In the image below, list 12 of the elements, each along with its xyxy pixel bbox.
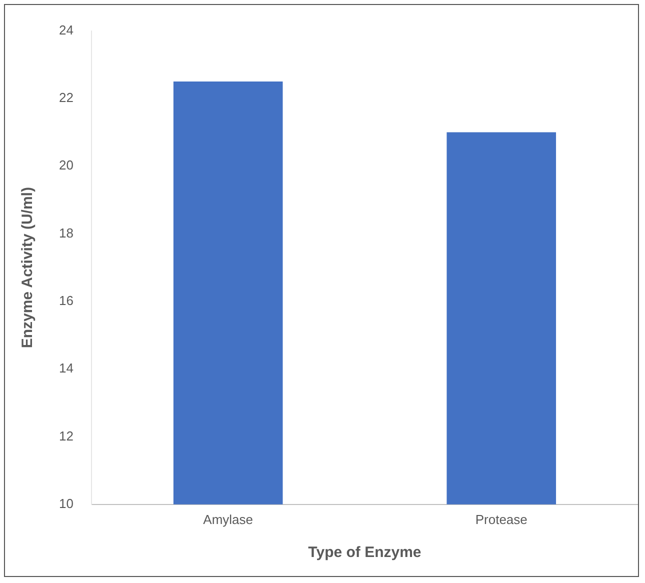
y-tick-label: 12 [58, 428, 74, 444]
x-tick-label: Amylase [203, 512, 254, 527]
x-tick-label: Protease [475, 512, 528, 527]
x-axis-title: Type of Enzyme [308, 544, 422, 562]
y-tick-label: 20 [58, 158, 74, 173]
y-tick-label: 14 [58, 360, 74, 376]
y-tick-label: 22 [58, 90, 74, 106]
y-tick-label: 18 [58, 225, 74, 240]
y-tick-label: 10 [58, 496, 74, 511]
y-tick-label: 24 [58, 22, 74, 38]
y-tick-label: 16 [58, 293, 74, 308]
y-axis-title: Enzyme Activity (U/ml) [19, 187, 36, 348]
